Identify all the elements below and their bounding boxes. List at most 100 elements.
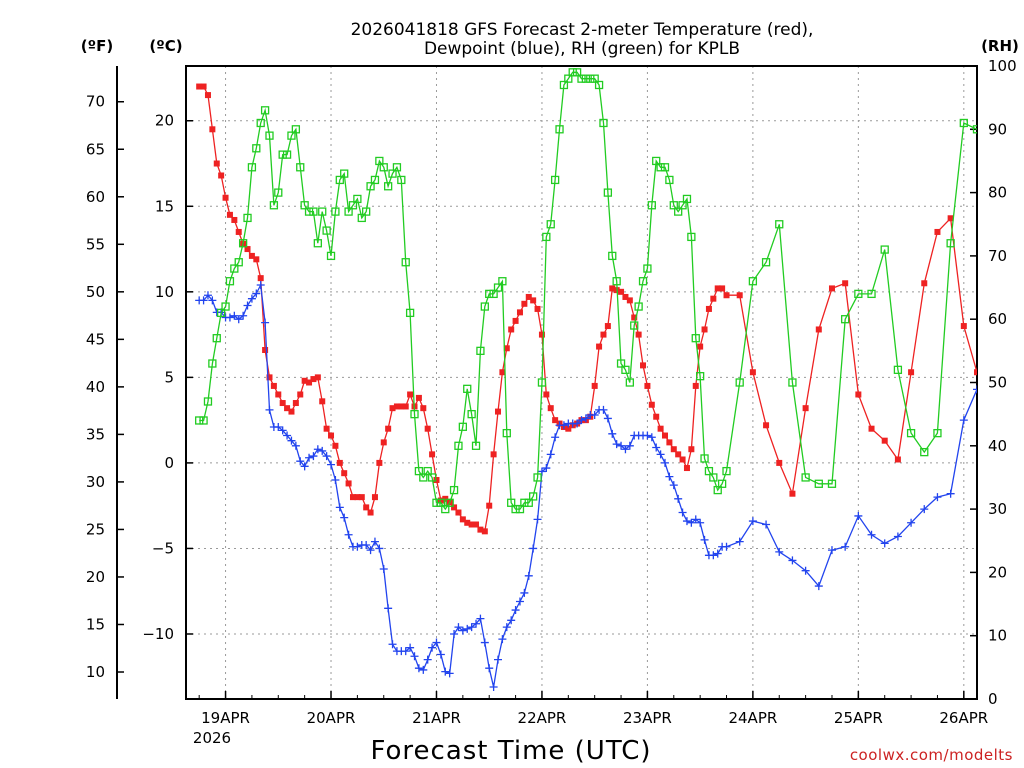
temperature-point xyxy=(763,422,770,429)
rh-point xyxy=(696,372,705,381)
rh-tick-label: 100 xyxy=(988,57,1017,75)
temperature-point xyxy=(367,509,374,516)
rh-point xyxy=(383,182,393,191)
rh-point xyxy=(212,334,221,343)
rh-point xyxy=(946,239,955,248)
temperature-point xyxy=(635,331,642,338)
temperature-point xyxy=(499,369,506,376)
fahrenheit-tick-label: 20 xyxy=(86,568,105,586)
temperature-point xyxy=(802,405,809,412)
dewpoint-point xyxy=(278,426,287,435)
dewpoint-point xyxy=(827,546,836,555)
dewpoint-point xyxy=(335,503,344,512)
dewpoint-point xyxy=(318,446,327,455)
temperature-point xyxy=(644,382,651,389)
temperature-point xyxy=(349,494,356,501)
dewpoint-point xyxy=(814,582,823,591)
rh-point xyxy=(256,118,265,128)
dewpoint-point xyxy=(234,315,243,324)
rh-point xyxy=(691,334,700,343)
temperature-point xyxy=(407,391,414,398)
temperature-point xyxy=(596,343,603,350)
rh-point xyxy=(586,74,595,83)
temperature-point xyxy=(679,456,686,463)
temperature-point xyxy=(437,497,444,504)
rh-point xyxy=(388,169,397,178)
temperature-point xyxy=(380,439,387,446)
rh-point xyxy=(357,213,366,223)
temperature-point xyxy=(222,194,229,201)
dewpoint-point xyxy=(472,619,481,628)
rh-point xyxy=(243,213,252,223)
rh-point xyxy=(524,498,533,507)
series-2-meter-temperature xyxy=(196,83,977,535)
rh-unit-label: (RH) xyxy=(981,37,1019,55)
dewpoint-point xyxy=(441,667,450,676)
dewpoint-point xyxy=(854,511,863,520)
temperature-point xyxy=(604,323,611,330)
rh-point xyxy=(348,201,358,210)
dewpoint-point xyxy=(203,291,212,300)
temperature-point xyxy=(306,379,313,386)
temperature-point xyxy=(244,246,251,253)
dewpoint-point xyxy=(476,614,485,623)
temperature-point xyxy=(508,326,515,333)
temperature-point xyxy=(908,369,915,376)
rh-point xyxy=(493,283,503,292)
time-tick-label: 21APR xyxy=(412,709,461,727)
dewpoint-point xyxy=(647,433,656,442)
credit-link[interactable]: coolwx.com/modelts xyxy=(850,746,1013,764)
rh-point xyxy=(577,74,586,83)
rh-point xyxy=(603,188,613,197)
dewpoint-point xyxy=(775,547,784,556)
dewpoint-point xyxy=(344,530,353,539)
temperature-point xyxy=(253,256,260,263)
rh-point xyxy=(717,479,727,488)
dewpoint-point xyxy=(274,422,283,431)
dewpoint-point xyxy=(652,443,661,452)
dewpoint-point xyxy=(880,539,889,548)
rh-point xyxy=(674,207,683,216)
rh-point xyxy=(550,175,560,185)
rh-point xyxy=(419,473,428,482)
temperature-point xyxy=(789,490,796,497)
dewpoint-point xyxy=(322,452,331,461)
dewpoint-point xyxy=(485,664,494,673)
rh-point xyxy=(959,118,968,128)
temperature-point xyxy=(275,391,282,398)
rh-point xyxy=(515,504,525,514)
dewpoint-point xyxy=(625,441,634,450)
rh-point xyxy=(405,308,415,318)
rh-point xyxy=(687,232,696,242)
temperature-point xyxy=(442,495,449,502)
rh-point xyxy=(441,504,450,514)
time-tick-label: 24APR xyxy=(728,709,777,727)
temperature-point xyxy=(262,346,269,353)
temperature-point xyxy=(389,405,396,412)
temperature-point xyxy=(516,309,523,316)
rh-tick-label: 80 xyxy=(988,184,1007,202)
dewpoint-point xyxy=(366,546,375,555)
temperature-point xyxy=(815,326,822,333)
rh-point xyxy=(546,220,555,229)
temperature-point xyxy=(618,288,625,295)
rh-point xyxy=(625,378,634,387)
fahrenheit-tick-label: 55 xyxy=(86,235,105,253)
rh-point xyxy=(238,239,248,248)
temperature-point xyxy=(429,451,436,458)
temperature-point xyxy=(701,326,708,333)
dewpoint-point xyxy=(537,467,546,476)
dewpoint-point xyxy=(542,464,551,473)
rh-point xyxy=(375,156,384,166)
time-tick-label: 19APR xyxy=(201,709,250,727)
dewpoint-point xyxy=(735,537,744,546)
temperature-point xyxy=(451,504,458,511)
dewpoint-point xyxy=(669,481,678,490)
dewpoint-point xyxy=(256,280,265,289)
chart-title-line1: 2026041818 GFS Forecast 2-meter Temperat… xyxy=(351,20,814,40)
rh-point xyxy=(748,277,758,286)
temperature-point xyxy=(341,470,348,477)
temperature-point xyxy=(934,228,941,235)
dewpoint-point xyxy=(265,405,274,414)
temperature-point xyxy=(257,275,264,282)
